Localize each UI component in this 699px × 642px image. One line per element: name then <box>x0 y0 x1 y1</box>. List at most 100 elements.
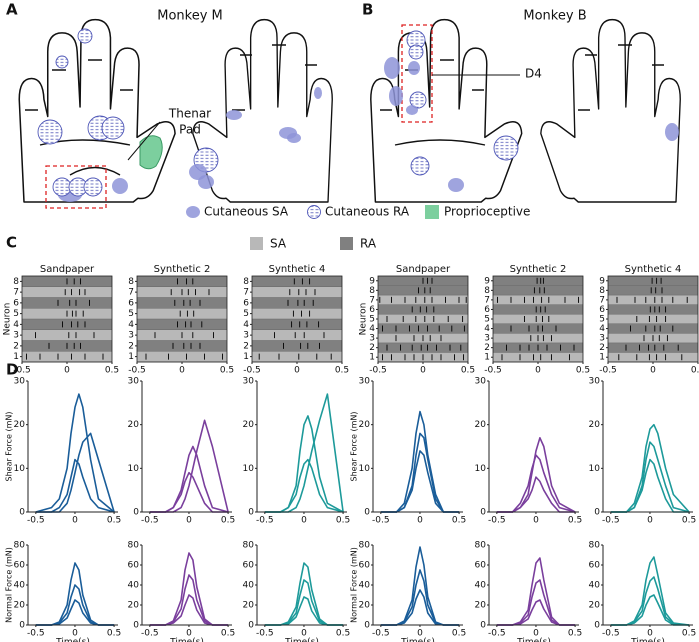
x-tick-label: 0.5 <box>682 629 696 639</box>
neuron-band <box>378 304 468 315</box>
y-tick-label: 0 <box>133 508 139 518</box>
force-trace <box>380 410 460 513</box>
rf-sa <box>665 123 679 141</box>
neuron-band <box>252 340 342 352</box>
rf-ra <box>493 135 519 161</box>
x-tick-label: -0.5 <box>27 516 45 526</box>
x-axis-label: Time(s) <box>400 638 435 642</box>
neuron-band <box>252 297 342 309</box>
y-tick-label: 20 <box>475 601 487 611</box>
y-axis-label: Neuron <box>3 303 13 336</box>
rf-ra <box>101 116 125 140</box>
legend-label: Proprioceptive <box>444 205 530 219</box>
x-tick-label: 0.5 <box>220 366 234 376</box>
y-tick-label: 3 <box>13 331 19 341</box>
force-trace <box>264 562 344 626</box>
force-trace <box>496 476 576 513</box>
x-tick-label: 0 <box>301 629 307 639</box>
y-axis-label: Shear Force (mN) <box>5 411 14 481</box>
y-tick-label: 40 <box>589 581 601 591</box>
force-trace <box>35 562 115 626</box>
annotation: D4 <box>525 67 542 81</box>
y-tick-label: 30 <box>243 377 255 387</box>
neuron-band <box>493 352 583 362</box>
legend-marker <box>186 206 200 218</box>
y-tick-label: 3 <box>599 334 605 344</box>
y-tick-label: 20 <box>243 420 255 430</box>
y-tick-label: 3 <box>243 331 249 341</box>
force-trace <box>496 437 576 513</box>
y-tick-label: 30 <box>359 377 371 387</box>
y-tick-label: 7 <box>599 295 605 305</box>
neuron-band <box>608 342 698 353</box>
force-trace <box>610 594 690 626</box>
y-tick-label: 2 <box>369 343 375 353</box>
y-tick-label: 4 <box>599 324 605 334</box>
x-tick-label: 0.5 <box>461 366 475 376</box>
force-trace <box>380 589 460 626</box>
legend-label: RA <box>360 237 377 251</box>
x-axis-label: Time(s) <box>55 638 90 642</box>
rf-ra <box>409 91 427 109</box>
hand-crease <box>578 44 664 111</box>
y-tick-label: 20 <box>243 601 255 611</box>
y-tick-label: 0 <box>19 508 25 518</box>
x-tick-label: -0.5 <box>488 516 506 526</box>
y-tick-label: 60 <box>475 561 487 571</box>
x-axis-label: Time(s) <box>169 638 204 642</box>
palm-hand <box>370 18 523 203</box>
x-tick-label: 0.5 <box>107 629 121 639</box>
y-tick-label: 9 <box>599 276 605 286</box>
force-trace <box>610 441 690 513</box>
neuron-band <box>493 304 583 315</box>
y-tick-label: 80 <box>359 541 371 551</box>
x-tick-label: 0.5 <box>452 516 466 526</box>
neuron-band <box>252 276 342 287</box>
hand-crease <box>232 44 317 111</box>
y-tick-label: 2 <box>599 343 605 353</box>
x-tick-label: 0 <box>294 366 300 376</box>
y-tick-label: 0 <box>480 621 486 631</box>
y-tick-label: 7 <box>484 295 490 305</box>
neuron-band <box>252 308 342 319</box>
y-tick-label: 8 <box>599 286 605 296</box>
y-tick-label: 8 <box>128 277 134 287</box>
force-trace <box>35 432 115 513</box>
force-trace <box>380 450 460 513</box>
chart-title: Synthetic 2 <box>510 264 567 275</box>
rf-ra <box>408 44 424 60</box>
neuron-band <box>22 319 112 330</box>
x-tick-label: 0.5 <box>452 629 466 639</box>
rf-sa <box>314 87 322 99</box>
y-tick-label: 3 <box>128 331 134 341</box>
y-tick-label: 4 <box>484 324 490 334</box>
rf-sa <box>287 133 301 143</box>
y-tick-label: 2 <box>128 341 134 351</box>
x-tick-label: 0 <box>647 516 653 526</box>
y-tick-label: 6 <box>484 305 490 315</box>
y-tick-label: 8 <box>484 286 490 296</box>
y-tick-label: 0 <box>133 621 139 631</box>
neuron-band <box>608 295 698 305</box>
y-tick-label: 7 <box>128 288 134 298</box>
y-tick-label: 80 <box>14 541 26 551</box>
rf-sa <box>448 178 464 192</box>
x-tick-label: -0.5 <box>141 516 159 526</box>
x-tick-label: 0 <box>186 516 192 526</box>
x-tick-label: 0 <box>179 366 185 376</box>
neuron-band <box>378 314 468 324</box>
y-tick-label: 9 <box>484 276 490 286</box>
x-tick-label: -0.5 <box>484 366 502 376</box>
x-tick-label: 0.5 <box>336 629 350 639</box>
rf-ra <box>55 55 69 69</box>
y-tick-label: 20 <box>589 601 601 611</box>
x-tick-label: 0 <box>533 516 539 526</box>
neuron-band <box>22 297 112 309</box>
y-tick-label: 3 <box>484 334 490 344</box>
y-tick-label: 40 <box>359 581 371 591</box>
y-tick-label: 7 <box>369 295 375 305</box>
y-tick-label: 10 <box>128 464 140 474</box>
y-tick-label: 5 <box>13 309 19 319</box>
